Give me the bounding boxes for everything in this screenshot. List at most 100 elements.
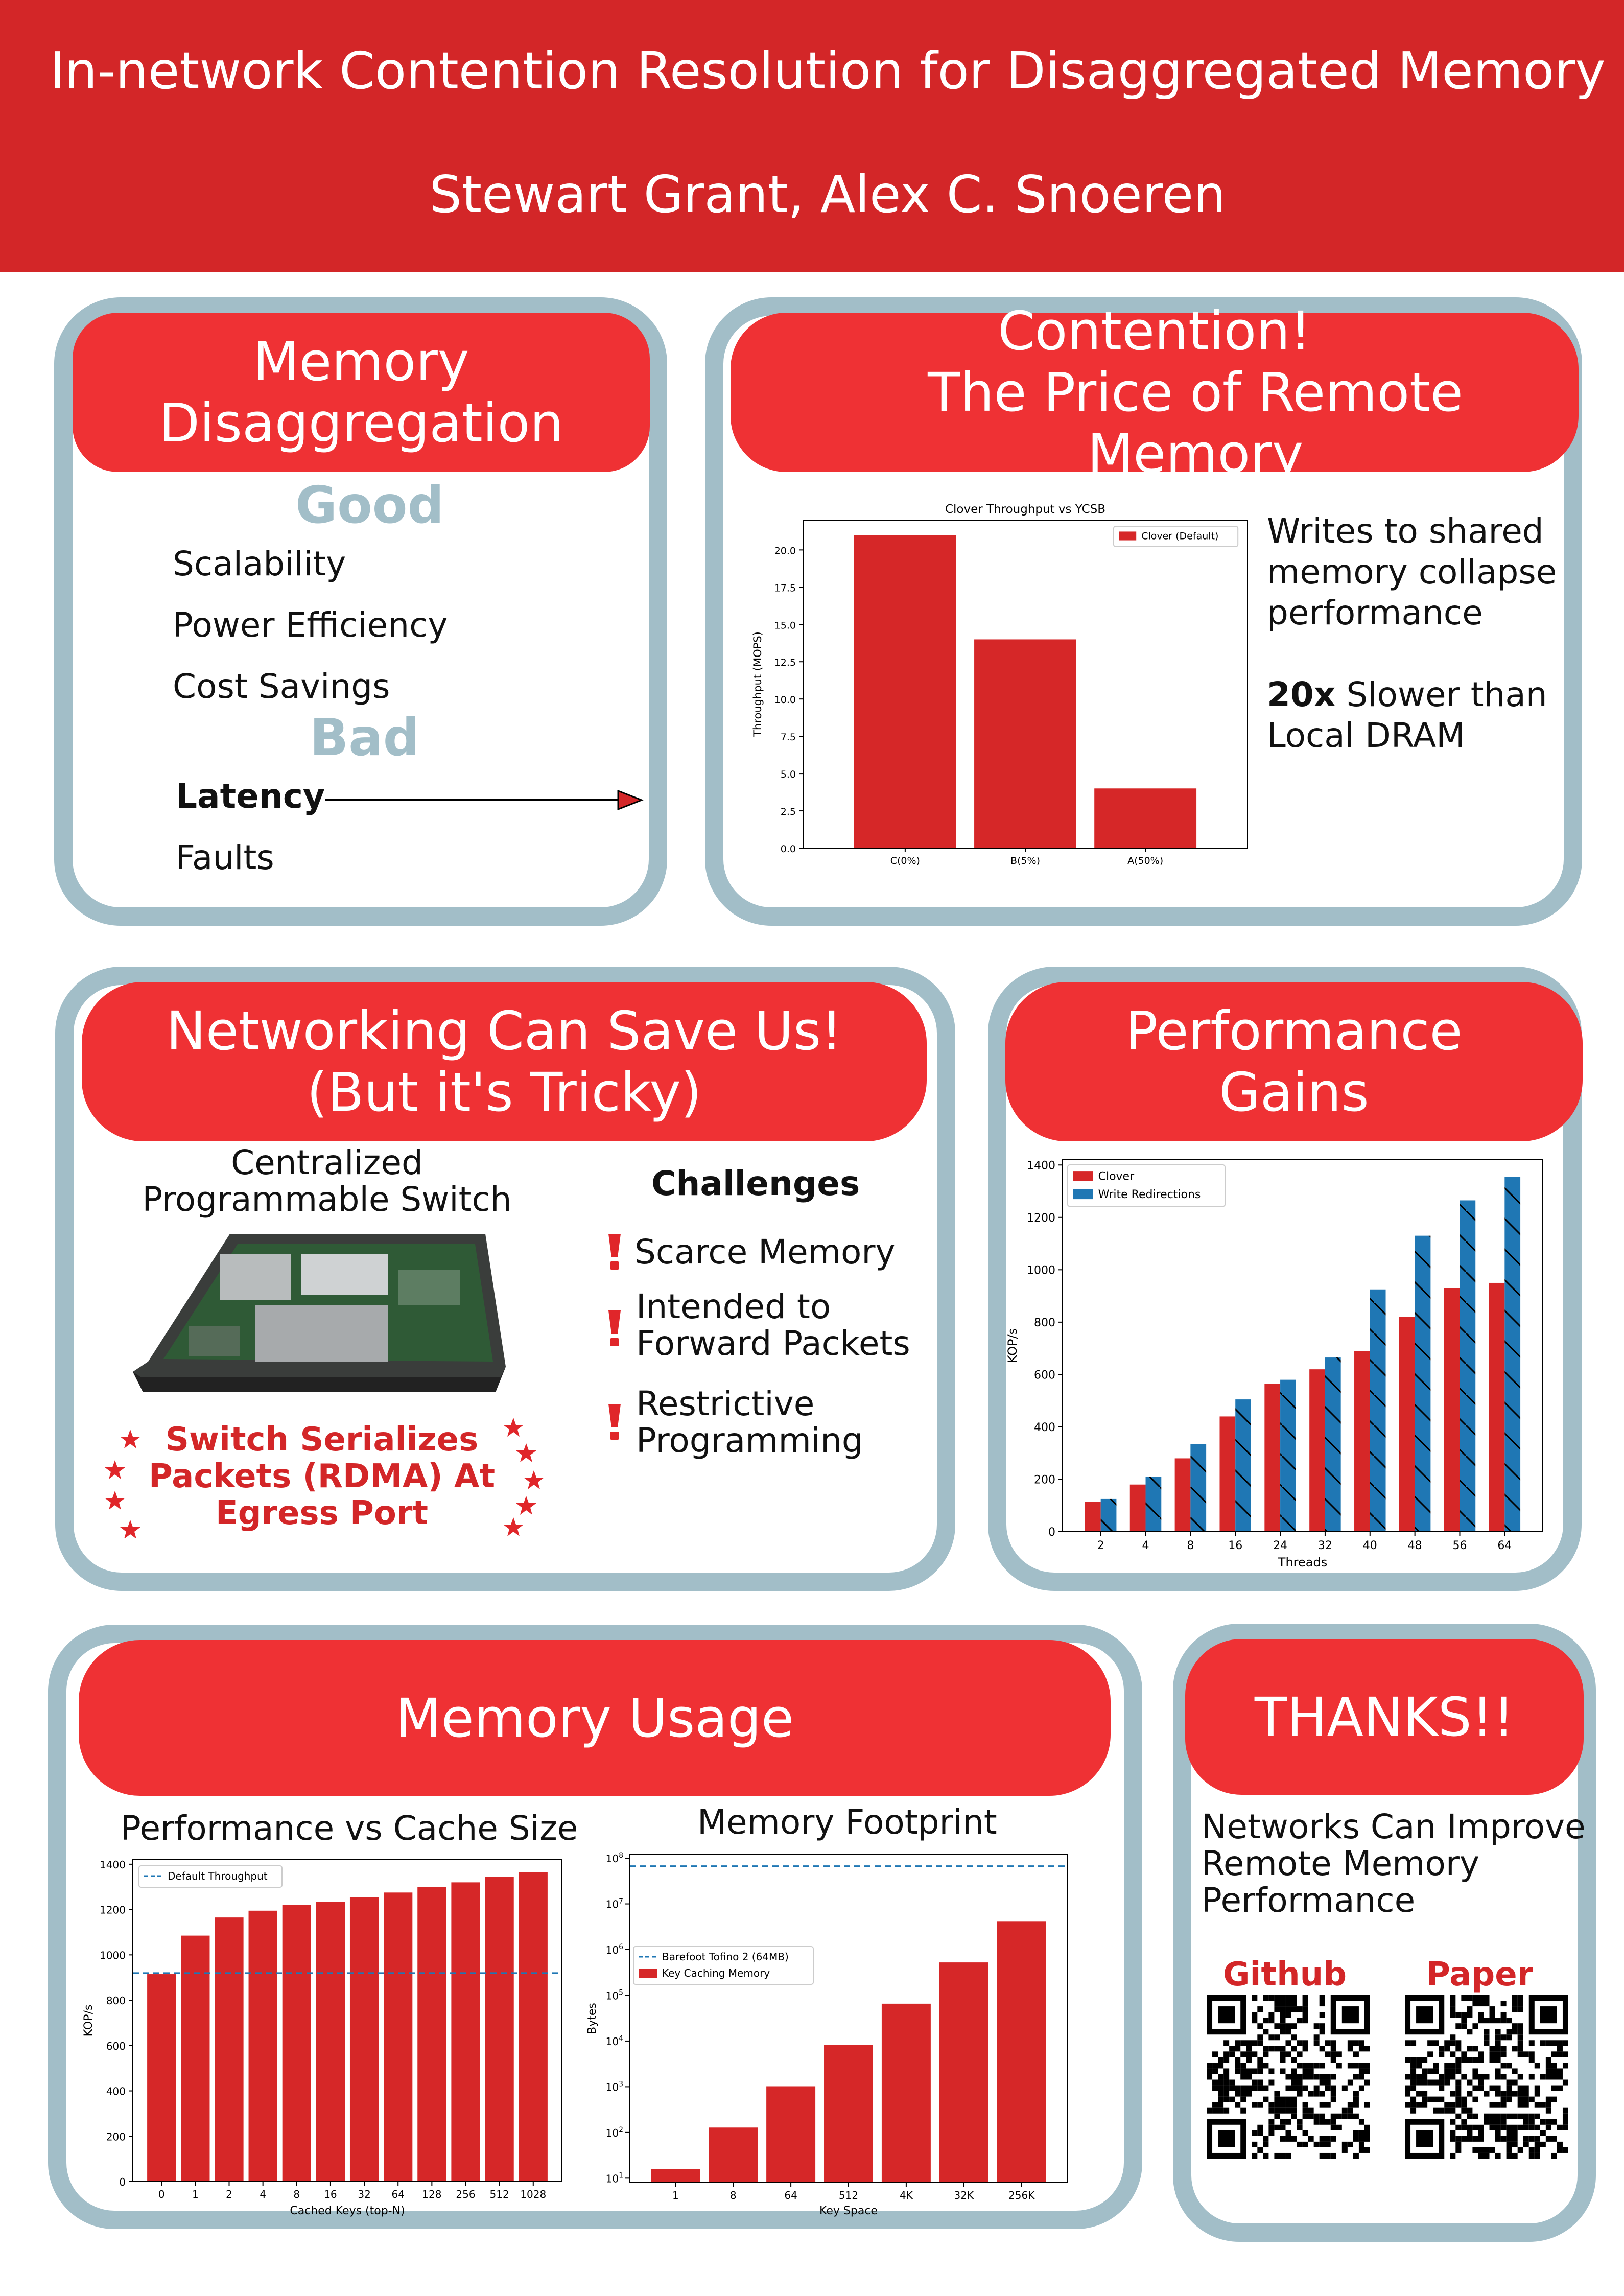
qr-module: [1330, 2113, 1336, 2119]
qr-module: [1240, 2096, 1246, 2102]
qr-module: [1551, 2040, 1557, 2046]
qr-module: [1285, 2029, 1291, 2035]
qr-module: [1528, 2040, 1535, 2046]
legend-swatch: [1073, 1171, 1093, 1181]
qr-module: [1229, 2079, 1235, 2086]
qr-module: [1353, 2113, 1359, 2119]
legend-swatch: [1119, 531, 1137, 541]
qr-module: [1427, 2096, 1433, 2102]
qr-module: [1517, 2040, 1523, 2046]
qr-module: [1540, 2040, 1546, 2046]
good-item-power-efficiency: Power Efficiency: [173, 605, 448, 645]
qr-module: [1523, 2085, 1529, 2091]
qr-module: [1500, 2018, 1507, 2024]
qr-module: [1500, 2096, 1507, 2102]
qr-module: [1353, 2051, 1359, 2057]
bar-clover-64: [1489, 1282, 1505, 1532]
qr-module: [1212, 2079, 1218, 2086]
qr-module: [1472, 2001, 1478, 2007]
qr-module: [1313, 2023, 1320, 2029]
contention-text-1: Writes to shared memory collapse perform…: [1267, 511, 1557, 634]
x-tick-label: 4K: [900, 2189, 913, 2201]
qr-module: [1433, 2096, 1439, 2102]
legend-label: Barefoot Tofino 2 (64MB): [662, 1951, 789, 1963]
y-tick-label: 17.5: [774, 582, 796, 594]
github-qr-code[interactable]: [1207, 1995, 1370, 2159]
networking-banner: Networking Can Save Us! (But it's Tricky…: [82, 982, 927, 1141]
y-tick-label: 12.5: [774, 657, 796, 668]
qr-module: [1500, 2091, 1507, 2097]
qr-module: [1313, 2063, 1320, 2069]
thanks-text: Networks Can Improve Remote Memory Perfo…: [1202, 1809, 1586, 1919]
y-tick-label: 108: [606, 1852, 623, 1865]
qr-module: [1545, 2107, 1551, 2114]
bar-write-redirections-2: [1100, 1498, 1117, 1532]
x-tick-label: 1: [672, 2189, 679, 2201]
qr-module: [1302, 2102, 1308, 2108]
qr-module: [1551, 2152, 1557, 2159]
qr-module: [1427, 2068, 1433, 2074]
qr-module: [1478, 2079, 1484, 2086]
bar-value-8: [282, 1905, 311, 2182]
qr-module: [1416, 2091, 1422, 2097]
qr-module: [1223, 2085, 1230, 2091]
y-tick-label: 107: [606, 1897, 623, 1911]
challenge-scarce-memory: Scarce Memory: [634, 1232, 896, 1272]
qr-module: [1263, 2096, 1269, 2102]
qr-module: [1551, 2074, 1557, 2080]
qr-module: [1252, 2012, 1258, 2018]
switch-label-line1: Centralized: [231, 1143, 423, 1182]
qr-module: [1461, 2057, 1467, 2063]
qr-module: [1512, 1995, 1518, 2001]
qr-module: [1450, 2051, 1456, 2057]
qr-module: [1484, 2119, 1490, 2125]
qr-module: [1523, 2051, 1529, 2057]
qr-module: [1313, 2119, 1320, 2125]
qr-module: [1358, 2063, 1364, 2069]
paper-qr-code[interactable]: [1405, 1995, 1568, 2159]
qr-module: [1297, 2040, 1303, 2046]
thanks-text-line1: Networks Can Improve: [1202, 1807, 1586, 1846]
qr-module: [1410, 2074, 1417, 2080]
qr-module: [1405, 2085, 1411, 2091]
qr-module: [1416, 2079, 1422, 2086]
x-tick-label: 32K: [954, 2189, 974, 2201]
qr-module: [1291, 1995, 1297, 2001]
qr-module: [1353, 2130, 1359, 2136]
qr-module: [1218, 2063, 1224, 2069]
qr-module: [1478, 2018, 1484, 2024]
y-tick-label: 400: [106, 2086, 126, 2098]
challenge2-line1: Intended to: [636, 1287, 831, 1326]
qr-module: [1268, 2046, 1275, 2052]
qr-module: [1257, 2063, 1263, 2069]
qr-module: [1410, 2063, 1417, 2069]
qr-module: [1347, 2113, 1353, 2119]
qr-module: [1489, 2085, 1495, 2091]
qr-module: [1235, 2068, 1241, 2074]
qr-module: [1489, 2006, 1495, 2012]
github-label[interactable]: Github: [1223, 1956, 1347, 1994]
qr-module: [1252, 2051, 1258, 2057]
footprint-chart-heading: Memory Footprint: [697, 1802, 997, 1842]
qr-module: [1416, 2063, 1422, 2069]
qr-module: [1325, 2136, 1331, 2142]
qr-module: [1291, 2074, 1297, 2080]
qr-module: [1512, 2113, 1518, 2119]
qr-module: [1455, 2023, 1462, 2029]
qr-module: [1358, 2147, 1364, 2153]
qr-module: [1489, 2046, 1495, 2052]
switch-label-line2: Programmable Switch: [142, 1180, 512, 1219]
thanks-text-line2: Remote Memory: [1202, 1844, 1480, 1883]
qr-module: [1218, 2096, 1224, 2102]
qr-module: [1410, 2107, 1417, 2114]
qr-module: [1534, 2136, 1540, 2142]
qr-module: [1268, 1995, 1275, 2001]
qr-module: [1551, 2136, 1557, 2142]
paper-label[interactable]: Paper: [1426, 1956, 1534, 1994]
qr-module: [1545, 2057, 1551, 2063]
qr-module: [1353, 2102, 1359, 2108]
x-tick-label: 64: [784, 2189, 797, 2201]
qr-module: [1325, 2102, 1331, 2108]
qr-module: [1212, 2068, 1218, 2074]
y-tick-label: 600: [106, 2040, 126, 2052]
